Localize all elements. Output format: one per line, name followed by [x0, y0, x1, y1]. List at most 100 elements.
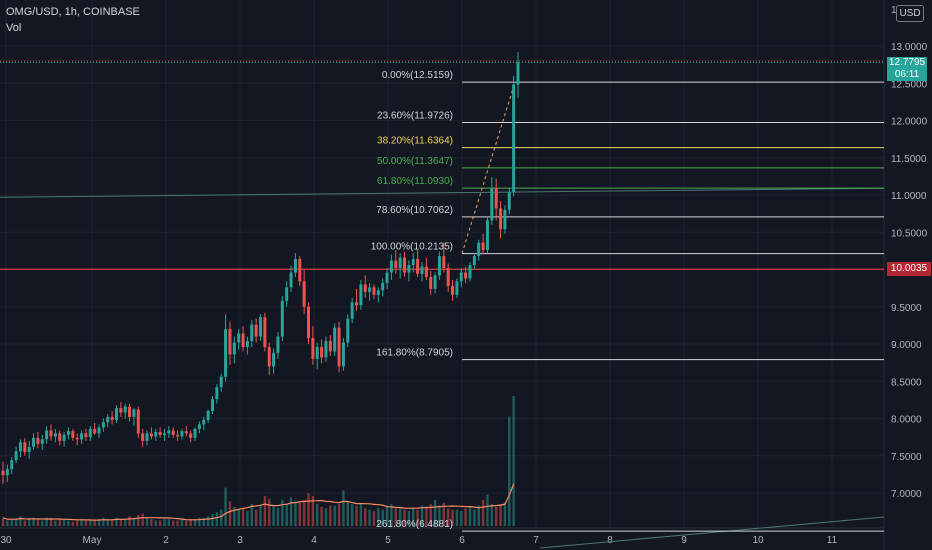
candle-body	[267, 346, 271, 367]
candle-body	[485, 220, 489, 251]
x-tick-label: 7	[533, 535, 539, 546]
volume-bar	[189, 519, 192, 526]
candle-body	[32, 437, 36, 447]
volume-bar	[185, 520, 188, 526]
bar-countdown: 06:11	[894, 69, 920, 80]
symbol-title[interactable]: OMG/USD, 1h, COINBASE	[6, 6, 140, 18]
volume-bar	[233, 506, 236, 526]
candle-body	[420, 266, 424, 274]
volume-bar	[512, 396, 515, 526]
volume-bar	[473, 509, 476, 526]
volume-bar	[84, 520, 88, 526]
x-tick-label: May	[83, 535, 102, 546]
volume-bar	[62, 519, 66, 526]
y-tick-label: 12.0000	[891, 117, 928, 128]
candle-body	[464, 272, 468, 279]
volume-indicator-label[interactable]: Vol	[6, 22, 22, 34]
fib-level-label: 78.60%(10.7062)	[376, 205, 453, 216]
volume-bar	[477, 505, 480, 526]
volume-ma-line	[2, 483, 515, 521]
volume-bar	[324, 508, 328, 526]
volume-bar	[6, 520, 9, 526]
volume-bar	[263, 495, 267, 526]
volume-bar	[464, 508, 467, 526]
volume-bar	[276, 508, 280, 526]
candle-body	[494, 187, 498, 209]
volume-bar	[302, 500, 306, 526]
candle-body	[490, 187, 494, 221]
fib-level-label: 161.80%(8.7905)	[376, 348, 453, 359]
candle-body	[407, 265, 411, 273]
candle-body	[27, 446, 31, 453]
volume-bar	[224, 487, 227, 526]
volume-bar	[398, 506, 402, 526]
candle-body	[180, 431, 184, 437]
candle-body	[337, 327, 341, 367]
volume-bar	[193, 519, 197, 526]
candle-body	[119, 408, 123, 413]
volume-bar	[102, 517, 105, 526]
volume-bar	[346, 501, 349, 526]
candle-body	[149, 433, 153, 437]
candle-body	[66, 431, 70, 435]
volume-bar	[307, 493, 310, 526]
y-tick-label: 8.0000	[891, 415, 922, 426]
volume-bar	[490, 504, 494, 526]
volume-bar	[455, 509, 459, 526]
candle-body	[184, 431, 188, 434]
y-tick-label: 11.5000	[891, 154, 927, 165]
x-tick-label: 5	[385, 535, 391, 546]
candle-body	[162, 433, 166, 435]
volume-bar	[241, 508, 245, 526]
volume-bar	[93, 520, 96, 526]
candle-body	[350, 302, 354, 319]
candle-body	[88, 428, 92, 438]
volume-bar	[75, 520, 79, 526]
candle-body	[45, 430, 49, 440]
volume-bar	[433, 500, 437, 526]
candle-body	[197, 424, 201, 429]
candle-body	[114, 408, 118, 420]
volume-bar	[394, 508, 397, 526]
volume-bar	[172, 520, 175, 526]
volume-bar	[407, 510, 411, 526]
currency-button[interactable]: USD	[896, 5, 924, 22]
candle-body	[237, 333, 241, 343]
candle-body	[302, 281, 306, 307]
candle-body	[97, 427, 101, 434]
y-tick-label: 9.5000	[891, 303, 922, 314]
y-tick-label: 8.5000	[891, 377, 922, 388]
volume-bar	[89, 519, 92, 526]
volume-bar	[446, 508, 450, 526]
last-price-value: 12.7795	[888, 57, 926, 68]
fib-level-label: 61.80%(11.0930)	[377, 176, 453, 187]
x-tick-label: 6	[459, 535, 465, 546]
volume-bar	[36, 519, 40, 526]
volume-bar	[137, 515, 140, 526]
candle-body	[298, 259, 302, 282]
volume-bar	[163, 519, 166, 526]
volume-bar	[106, 519, 109, 526]
volume-bar	[141, 513, 144, 526]
candle-body	[468, 265, 472, 279]
volume-bar	[167, 519, 171, 526]
volume-bar	[272, 505, 275, 526]
volume-bar	[416, 509, 419, 526]
candle-body	[84, 433, 88, 438]
candle-body	[459, 272, 463, 282]
volume-bar	[294, 501, 297, 526]
candle-body	[193, 428, 197, 438]
volume-bar	[180, 519, 184, 526]
candle-body	[398, 257, 402, 269]
volume-bar	[154, 520, 157, 526]
volume-bar	[333, 505, 336, 526]
volume-bar	[250, 504, 253, 526]
x-tick-label: 10	[752, 535, 764, 546]
volume-bar	[508, 416, 511, 526]
volume-bar	[460, 510, 463, 526]
candle-body	[224, 329, 228, 377]
volume-bar	[281, 500, 284, 526]
candle-body	[158, 431, 162, 435]
candle-body	[228, 329, 232, 355]
